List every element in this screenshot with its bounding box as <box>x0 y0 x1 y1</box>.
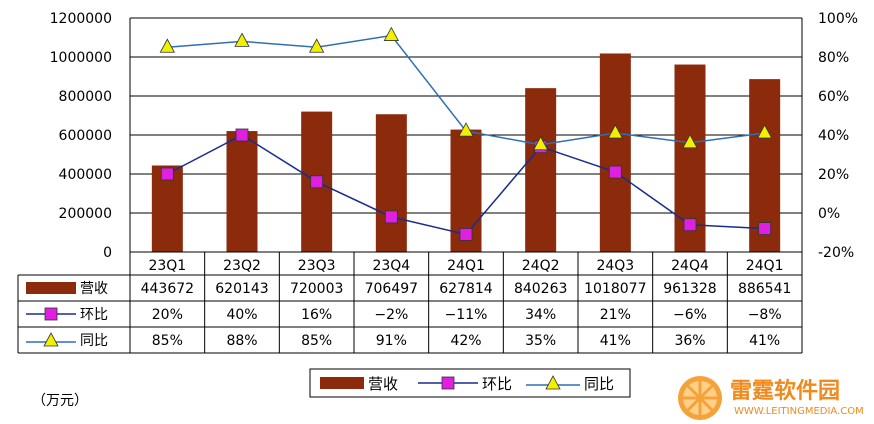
left-tick-label: 1000000 <box>50 50 112 66</box>
table-cell: 40% <box>226 307 257 323</box>
legend-revenue-icon <box>320 377 364 389</box>
legend-yoy-icon <box>545 375 561 390</box>
table-cell: 20% <box>152 307 183 323</box>
revenue-bar <box>226 131 258 252</box>
watermark-name: 雷霆软件园 <box>730 378 840 404</box>
row-label: 环比 <box>80 307 108 323</box>
yoy-point <box>532 135 549 151</box>
table-cell: −11% <box>445 307 488 323</box>
category-label: 23Q1 <box>148 258 186 274</box>
row-label: 营收 <box>80 281 108 297</box>
left-tick-label: 1200000 <box>50 11 112 27</box>
watermark: 雷霆软件园 WWW.LEITINGMEDIA.COM <box>678 376 864 420</box>
left-tick-label: 600000 <box>59 128 112 144</box>
qoq-point <box>683 218 697 232</box>
table-cell: 620143 <box>215 281 268 297</box>
table-cell: 706497 <box>365 281 418 297</box>
yoy-point <box>234 32 250 47</box>
table-cell: 35% <box>525 333 556 349</box>
qoq-point <box>758 222 772 236</box>
table-cell: 42% <box>450 333 481 349</box>
yoy-key-icon <box>43 332 59 347</box>
table-cell: 16% <box>301 307 332 323</box>
qoq-point <box>608 165 622 179</box>
table-cell: −8% <box>748 307 782 323</box>
left-tick-label: 800000 <box>59 89 112 105</box>
yoy-point <box>308 38 325 53</box>
unit-label: （万元） <box>32 393 88 409</box>
category-label: 24Q1 <box>746 258 784 274</box>
table-cell: 85% <box>301 333 332 349</box>
table-cell: 840263 <box>514 281 567 297</box>
qoq-point <box>459 228 473 241</box>
legend-label: 同比 <box>584 375 614 393</box>
category-label: 23Q4 <box>372 258 410 274</box>
revenue-key-icon <box>26 282 76 294</box>
table-cell: 443672 <box>141 281 194 297</box>
right-tick-label: 100% <box>818 11 858 27</box>
data-table: 23Q1 23Q2 23Q3 23Q4 24Q1 24Q2 24Q3 24Q4 24Q1 营收 44… <box>17 251 803 354</box>
left-tick-label: 0 <box>103 245 112 261</box>
yoy-point <box>383 26 400 41</box>
table-cell: 41% <box>600 333 631 349</box>
table-cell: 1018077 <box>584 281 646 297</box>
left-tick-label: 400000 <box>59 167 112 183</box>
orange-logo-icon <box>678 376 722 420</box>
yoy-point <box>682 133 698 149</box>
qoq-point <box>235 128 249 142</box>
table-cell: 91% <box>376 333 407 349</box>
right-tick-label: -20% <box>818 245 854 261</box>
category-label: 24Q3 <box>596 258 634 274</box>
table-cell: 21% <box>600 307 631 323</box>
yoy-point <box>607 124 624 139</box>
left-axis-ticks: 0 200000 400000 600000 800000 1000000 1200000 <box>50 11 112 261</box>
table-cell: −6% <box>673 307 707 323</box>
revenue-bar <box>525 88 557 252</box>
table-cell: 88% <box>226 333 257 349</box>
yoy-point <box>756 124 773 139</box>
right-axis-ticks: -20% 0% 20% 40% 60% 80% 100% <box>818 11 858 261</box>
revenue-bar <box>599 53 631 253</box>
table-cell: 627814 <box>439 281 493 297</box>
row-label: 同比 <box>80 333 108 349</box>
ratio-lines <box>159 26 773 241</box>
table-cell: −2% <box>374 307 408 323</box>
qoq-point <box>310 175 324 189</box>
qoq-point <box>384 210 398 224</box>
yoy-point <box>458 122 474 137</box>
right-tick-label: 20% <box>818 167 849 183</box>
table-cell: 720003 <box>290 281 343 297</box>
right-tick-label: 40% <box>818 128 849 144</box>
table-cell: 41% <box>749 333 780 349</box>
revenue-bar <box>375 114 407 252</box>
yoy-point <box>159 38 176 53</box>
legend-label: 营收 <box>368 375 398 393</box>
qoq-key-icon <box>44 307 58 321</box>
table-cell: 34% <box>525 307 556 323</box>
category-label: 24Q1 <box>447 258 485 274</box>
category-label: 23Q3 <box>298 258 336 274</box>
category-label: 23Q2 <box>223 258 261 274</box>
qoq-point <box>160 167 174 181</box>
legend-label: 环比 <box>482 375 512 393</box>
right-tick-label: 80% <box>818 50 849 66</box>
legend: 营收 环比 同比 <box>309 368 631 398</box>
legend-qoq-icon <box>441 376 455 390</box>
table-cell: 36% <box>674 333 705 349</box>
table-cell: 886541 <box>738 281 791 297</box>
table-cell: 961328 <box>663 281 716 297</box>
watermark-site: WWW.LEITINGMEDIA.COM <box>734 406 864 417</box>
right-tick-label: 60% <box>818 89 849 105</box>
category-label: 24Q4 <box>671 258 709 274</box>
table-cell: 85% <box>152 333 183 349</box>
right-tick-label: 0% <box>818 206 840 222</box>
left-tick-label: 200000 <box>59 206 112 222</box>
category-label: 24Q2 <box>522 258 560 274</box>
